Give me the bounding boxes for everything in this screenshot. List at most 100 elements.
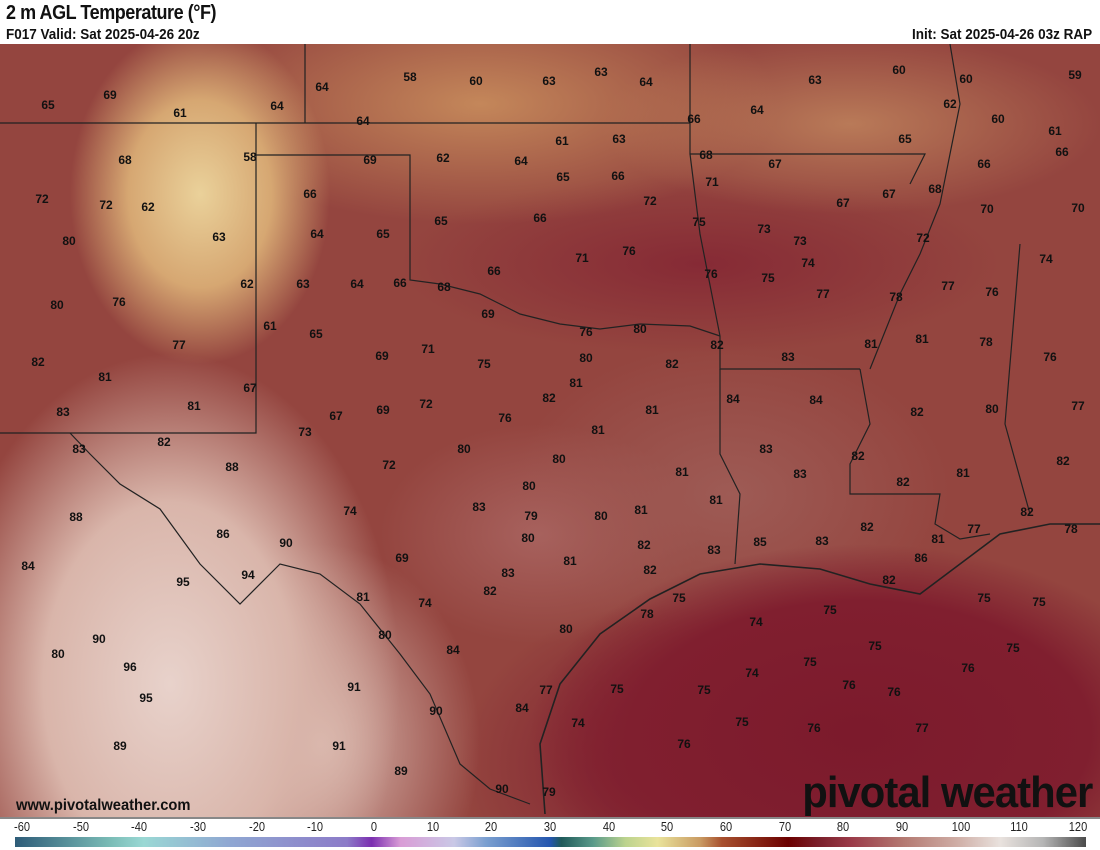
station-temperature: 76 bbox=[807, 721, 821, 735]
station-temperature: 67 bbox=[836, 196, 850, 210]
station-temperature: 96 bbox=[123, 660, 137, 674]
colorbar-tick-label: 100 bbox=[951, 819, 970, 834]
station-temperature: 66 bbox=[977, 157, 991, 171]
station-temperature: 81 bbox=[634, 503, 648, 517]
station-temperature: 89 bbox=[113, 739, 127, 753]
border-line bbox=[69, 432, 531, 805]
station-temperature: 72 bbox=[643, 194, 657, 208]
colorbar-labels: -60 -50 -40 -30 -20 -10 0 10 20 30 40 50 60 70 80 90 100… bbox=[0, 818, 1100, 834]
station-temperature: 80 bbox=[457, 442, 471, 456]
station-temperature: 58 bbox=[403, 70, 417, 84]
colorbar-tick-label: -20 bbox=[248, 819, 265, 834]
station-temperature: 74 bbox=[801, 256, 815, 270]
station-temperature: 81 bbox=[187, 399, 201, 413]
station-temperature: 82 bbox=[860, 520, 874, 534]
station-temperature: 60 bbox=[959, 72, 973, 86]
station-temperature: 65 bbox=[41, 98, 55, 112]
station-temperature: 74 bbox=[749, 615, 763, 629]
station-temperature: 91 bbox=[347, 680, 361, 694]
station-temperature: 75 bbox=[1032, 595, 1046, 609]
colorbar-tick-label: -50 bbox=[72, 819, 89, 834]
station-temperature: 80 bbox=[522, 479, 536, 493]
station-temperature: 67 bbox=[882, 187, 896, 201]
station-temperature: 61 bbox=[555, 134, 569, 148]
station-temperature: 66 bbox=[1055, 145, 1069, 159]
station-temperature: 68 bbox=[437, 280, 451, 294]
station-temperature: 71 bbox=[705, 175, 719, 189]
station-temperature: 71 bbox=[575, 251, 589, 265]
station-temperature: 90 bbox=[429, 704, 443, 718]
border-line bbox=[0, 123, 257, 434]
colorbar-tick-label: 40 bbox=[602, 819, 615, 834]
border-line bbox=[719, 369, 741, 565]
station-temperature: 72 bbox=[99, 198, 113, 212]
station-temperature: 63 bbox=[212, 230, 226, 244]
colorbar-tick-label: 110 bbox=[1010, 819, 1029, 834]
station-temperature: 75 bbox=[1006, 641, 1020, 655]
station-temperature: 81 bbox=[563, 554, 577, 568]
station-temperature: 82 bbox=[896, 475, 910, 489]
website-text: www.pivotalweather.com bbox=[16, 797, 191, 814]
station-temperature: 67 bbox=[329, 409, 343, 423]
station-temperature: 82 bbox=[665, 357, 679, 371]
station-temperature: 69 bbox=[363, 153, 377, 167]
station-temperature: 77 bbox=[539, 683, 553, 697]
station-temperature: 75 bbox=[803, 655, 817, 669]
valid-time: F017 Valid: Sat 2025-04-26 20z bbox=[6, 26, 200, 43]
station-temperature: 76 bbox=[961, 661, 975, 675]
station-temperature: 78 bbox=[979, 335, 993, 349]
station-temperature: 74 bbox=[418, 596, 432, 610]
station-temperature: 72 bbox=[382, 458, 396, 472]
station-temperature: 81 bbox=[864, 337, 878, 351]
station-temperature: 71 bbox=[421, 342, 435, 356]
station-temperature: 70 bbox=[980, 202, 994, 216]
station-temperature: 74 bbox=[343, 504, 357, 518]
station-temperature: 66 bbox=[611, 169, 625, 183]
station-temperature: 89 bbox=[394, 764, 408, 778]
station-temperature: 77 bbox=[172, 338, 186, 352]
station-temperature: 75 bbox=[692, 215, 706, 229]
station-temperature: 80 bbox=[50, 298, 64, 312]
station-temperature: 64 bbox=[270, 99, 284, 113]
station-temperature: 90 bbox=[279, 536, 293, 550]
colorbar-tick-label: 80 bbox=[837, 819, 850, 834]
border-line bbox=[1004, 243, 1031, 515]
station-temperature: 83 bbox=[501, 566, 515, 580]
station-temperature: 69 bbox=[481, 307, 495, 321]
station-temperature: 82 bbox=[157, 435, 171, 449]
pivotal-weather-logo: pivotal weather bbox=[801, 768, 1093, 817]
station-temperature: 70 bbox=[1071, 201, 1085, 215]
station-temperature: 80 bbox=[552, 452, 566, 466]
temperature-map[interactable]: 65 69 61 64 64 58 60 63 63 64 63 60 60 59 68 58 64 69 62 64… bbox=[0, 44, 1100, 818]
station-temperature: 80 bbox=[633, 322, 647, 336]
station-temperature: 73 bbox=[298, 425, 312, 439]
station-temperature: 69 bbox=[375, 349, 389, 363]
state-borders bbox=[0, 44, 1100, 815]
map-title: 2 m AGL Temperature (°F) bbox=[6, 2, 217, 24]
station-temperature: 76 bbox=[985, 285, 999, 299]
station-temperature: 83 bbox=[781, 350, 795, 364]
border-line bbox=[690, 153, 926, 185]
station-temperature: 75 bbox=[477, 357, 491, 371]
station-temperature: 66 bbox=[533, 211, 547, 225]
station-temperature: 63 bbox=[594, 65, 608, 79]
station-temperature: 61 bbox=[263, 319, 277, 333]
coastline bbox=[539, 523, 1100, 815]
station-temperature: 76 bbox=[112, 295, 126, 309]
station-temperature: 86 bbox=[216, 527, 230, 541]
station-temperature: 75 bbox=[761, 271, 775, 285]
colorbar-tick-label: 60 bbox=[719, 819, 733, 834]
station-temperature: 67 bbox=[243, 381, 257, 395]
station-temperature: 68 bbox=[928, 182, 942, 196]
station-temperature: 62 bbox=[943, 97, 957, 111]
border-line bbox=[849, 368, 991, 540]
station-temperature: 65 bbox=[309, 327, 323, 341]
station-temperature: 64 bbox=[356, 114, 370, 128]
station-temperature: 62 bbox=[141, 200, 155, 214]
station-temperature: 63 bbox=[808, 73, 822, 87]
colorbar-tick-label: 10 bbox=[426, 819, 439, 834]
station-temperature: 82 bbox=[710, 338, 724, 352]
station-temperature: 63 bbox=[296, 277, 310, 291]
station-temperature: 81 bbox=[675, 465, 689, 479]
station-temperature: 64 bbox=[315, 80, 329, 94]
